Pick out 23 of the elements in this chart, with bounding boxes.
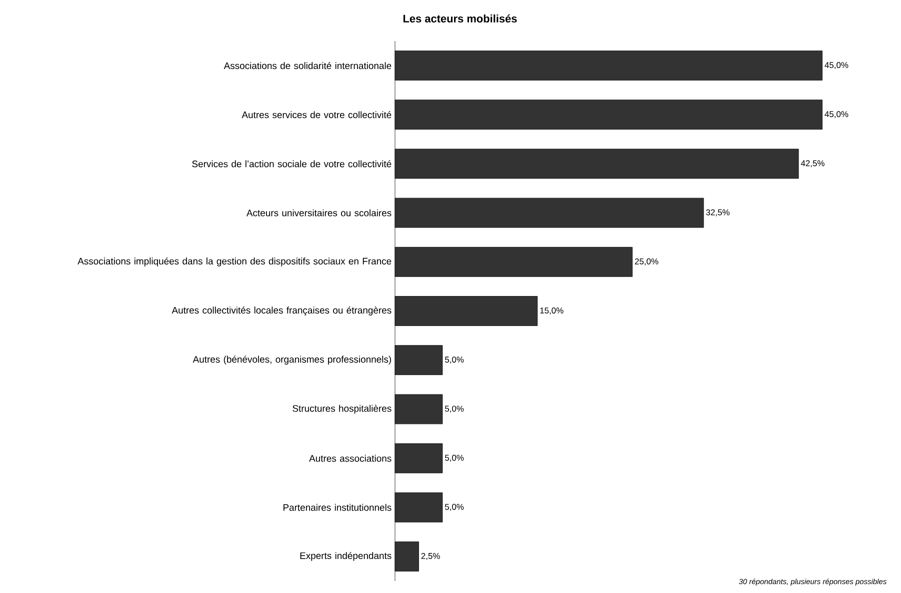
data-label: 45,0% <box>824 62 848 70</box>
y-tick-label: Autres associations <box>309 454 392 462</box>
y-tick-label: Partenaires institutionnels <box>284 504 392 511</box>
y-tick-label: Autres (bénévoles, organismes professionnels) <box>192 356 392 365</box>
y-tick-label: Experts indépendants <box>300 552 392 561</box>
data-label: 42,5% <box>800 160 824 168</box>
data-label: 2,5% <box>421 552 440 560</box>
data-label: 15,0% <box>540 308 564 314</box>
data-label: 5,0% <box>445 504 464 511</box>
y-tick-label: Autres services de votre collectivité <box>242 111 392 118</box>
data-label: 32,5% <box>706 209 730 216</box>
y-tick-label: Autres collectivités locales françaises ou étrangères <box>172 306 392 316</box>
y-tick-label: Structures hospitalières <box>292 404 392 414</box>
data-label: 25,0% <box>634 258 658 266</box>
y-tick-label: Associations impliquées dans la gestion des dispositifs sociaux en France <box>78 257 392 266</box>
data-label: 45,0% <box>824 111 848 118</box>
data-label: 5,0% <box>445 454 464 462</box>
y-tick-label: Acteurs universitaires ou scolaires <box>246 209 392 216</box>
chart-title: Les acteurs mobilisés <box>403 14 517 22</box>
y-tick-label: Services de l’action sociale de votre collectivité <box>192 160 392 168</box>
data-label: 5,0% <box>445 356 464 364</box>
data-label: 5,0% <box>445 406 464 413</box>
y-tick-label: Associations de solidarité internationale <box>224 62 392 70</box>
